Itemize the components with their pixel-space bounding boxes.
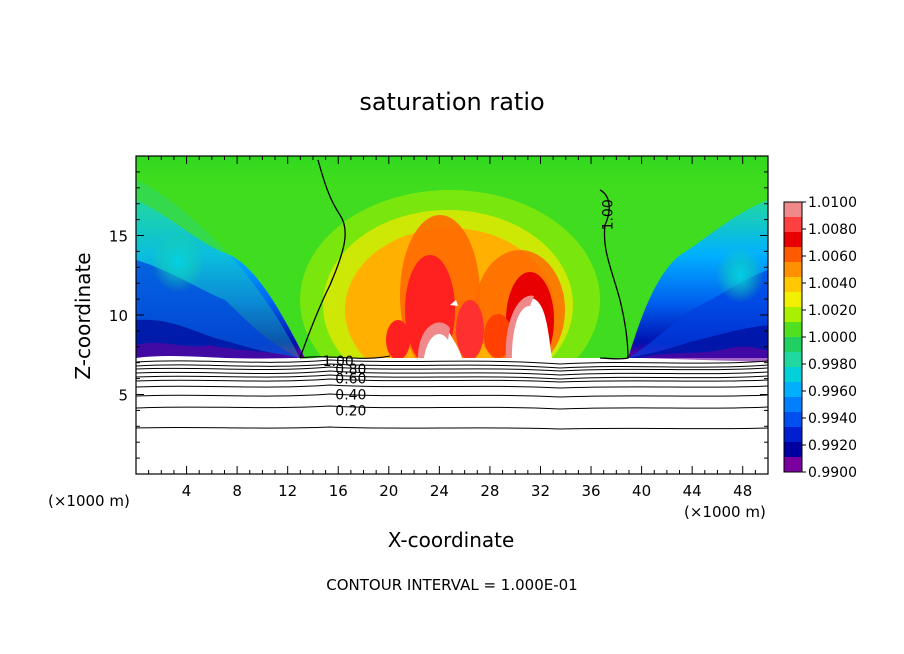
x-tick-label: 16	[329, 482, 348, 500]
colorbar-label: 1.0000	[808, 330, 857, 346]
colorbar-label: 0.9960	[808, 384, 857, 400]
colorbar-swatch	[784, 367, 802, 383]
y-tick-label: 10	[109, 307, 128, 325]
contour-label: 0.60	[335, 372, 366, 388]
contour-1.00-right	[599, 189, 629, 360]
contour-label: 1.00	[600, 199, 616, 230]
x-tick-label: 44	[683, 482, 702, 500]
contour-label: 0.40	[335, 388, 366, 404]
chart-title: saturation ratio	[359, 88, 545, 116]
colorbar-swatch	[784, 262, 802, 278]
x-tick-label: 8	[232, 482, 242, 500]
colorbar-swatch	[784, 232, 802, 248]
contour-1.00-left	[299, 159, 346, 359]
colorbar-swatch	[784, 442, 802, 458]
colorbar-swatch	[784, 412, 802, 428]
colorbar-label: 1.0040	[808, 276, 857, 292]
contour-label: 0.20	[335, 403, 366, 419]
contour-stack	[135, 359, 769, 430]
x-tick-label: 12	[278, 482, 297, 500]
colorbar-swatch	[784, 337, 802, 353]
colorbar-swatch	[784, 307, 802, 323]
x-tick-label: 4	[182, 482, 192, 500]
contour-label: 0.80	[335, 362, 366, 378]
x-tick-label: 36	[581, 482, 600, 500]
colorbar-swatch	[784, 277, 802, 293]
colorbar-swatch	[784, 322, 802, 338]
y-tick-label: 15	[109, 228, 128, 246]
x-tick-label: 48	[733, 482, 752, 500]
y-tick-label: 5	[118, 387, 128, 405]
x-tick-label: 28	[480, 482, 499, 500]
x-tick-label: 32	[531, 482, 550, 500]
colorbar-swatch	[784, 352, 802, 368]
contour-interval-note: CONTOUR INTERVAL = 1.000E-01	[326, 576, 578, 594]
y-axis-unit: (×1000 m)	[48, 492, 130, 510]
colorbar-label: 0.9940	[808, 411, 857, 427]
colorbar-swatch	[784, 427, 802, 443]
saturation-field	[136, 156, 768, 474]
x-tick-label: 40	[632, 482, 651, 500]
colorbar-label: 0.9980	[808, 357, 857, 373]
x-axis-unit: (×1000 m)	[684, 503, 766, 521]
x-tick-label: 20	[379, 482, 398, 500]
colorbar-swatch	[784, 247, 802, 263]
colorbar-swatch	[784, 202, 802, 218]
colorbar-label: 1.0020	[808, 303, 857, 319]
colorbar-swatch	[784, 457, 802, 473]
colorbar-label: 0.9900	[808, 465, 857, 481]
x-tick-label: 24	[430, 482, 449, 500]
colorbar-label: 1.0080	[808, 222, 857, 238]
colorbar-label: 0.9920	[808, 438, 857, 454]
x-axis-label: X-coordinate	[387, 528, 515, 552]
colorbar-swatch	[784, 217, 802, 233]
colorbar-swatch	[784, 292, 802, 308]
colorbar-swatch	[784, 382, 802, 398]
colorbar-label: 1.0100	[808, 195, 857, 211]
colorbar-label: 1.0060	[808, 249, 857, 265]
colorbar-swatch	[784, 397, 802, 413]
contour-label: 1.00	[323, 354, 354, 370]
